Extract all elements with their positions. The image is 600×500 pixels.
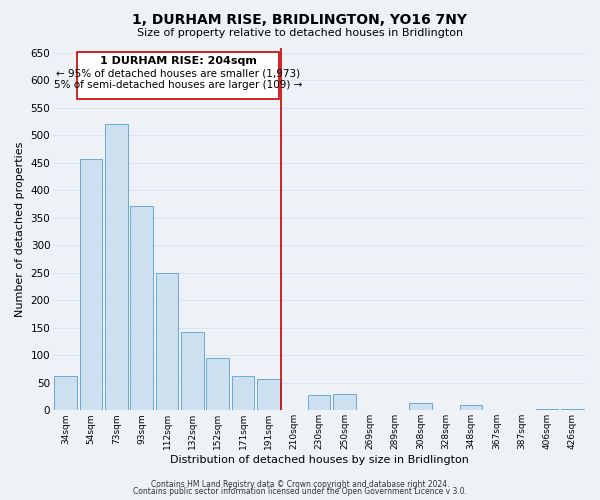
Bar xyxy=(155,273,178,410)
Bar xyxy=(333,394,356,410)
Bar xyxy=(55,376,77,410)
Bar xyxy=(105,124,128,410)
Bar xyxy=(460,405,482,410)
Text: Contains HM Land Registry data © Crown copyright and database right 2024.: Contains HM Land Registry data © Crown c… xyxy=(151,480,449,489)
X-axis label: Distribution of detached houses by size in Bridlington: Distribution of detached houses by size … xyxy=(170,455,469,465)
Text: 1, DURHAM RISE, BRIDLINGTON, YO16 7NY: 1, DURHAM RISE, BRIDLINGTON, YO16 7NY xyxy=(133,12,467,26)
Bar xyxy=(232,376,254,410)
Bar xyxy=(206,358,229,410)
Bar xyxy=(536,408,559,410)
Bar xyxy=(308,396,331,410)
Text: Size of property relative to detached houses in Bridlington: Size of property relative to detached ho… xyxy=(137,28,463,38)
Text: ← 95% of detached houses are smaller (1,973): ← 95% of detached houses are smaller (1,… xyxy=(56,68,300,78)
Bar xyxy=(561,409,584,410)
Bar xyxy=(80,159,103,410)
Text: 5% of semi-detached houses are larger (109) →: 5% of semi-detached houses are larger (1… xyxy=(54,80,302,90)
Y-axis label: Number of detached properties: Number of detached properties xyxy=(15,141,25,316)
Text: 1 DURHAM RISE: 204sqm: 1 DURHAM RISE: 204sqm xyxy=(100,56,257,66)
Bar xyxy=(181,332,204,410)
Bar xyxy=(257,379,280,410)
Bar xyxy=(130,206,153,410)
FancyBboxPatch shape xyxy=(77,52,279,98)
Text: Contains public sector information licensed under the Open Government Licence v : Contains public sector information licen… xyxy=(133,488,467,496)
Bar xyxy=(409,403,432,410)
